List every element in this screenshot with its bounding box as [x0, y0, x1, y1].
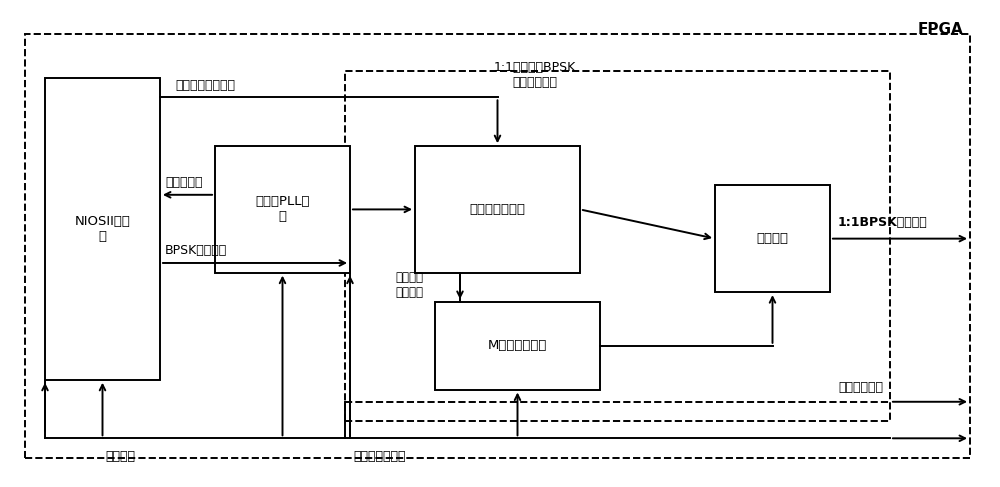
Text: NIOSII处理
器: NIOSII处理 器	[75, 215, 130, 243]
Bar	[215, 146, 350, 273]
Text: BPSK模块使能: BPSK模块使能	[165, 244, 227, 257]
Text: 正弦波产生模块: 正弦波产生模块	[470, 203, 526, 216]
Text: 正弦波最
高位脉冲: 正弦波最 高位脉冲	[395, 271, 423, 299]
Text: 1:1BPSK信号输出: 1:1BPSK信号输出	[838, 216, 928, 229]
Text: 正弦波频率控制字: 正弦波频率控制字	[175, 78, 235, 92]
Text: 时钟信号输出: 时钟信号输出	[838, 381, 883, 394]
Bar	[45, 78, 160, 380]
Text: M序列产生模块: M序列产生模块	[488, 339, 547, 352]
Bar	[25, 34, 970, 458]
Text: 锁相环PLL模
块: 锁相环PLL模 块	[255, 195, 310, 224]
Bar	[345, 71, 890, 421]
Text: 调制模块: 调制模块	[757, 232, 788, 245]
Text: 处理器时钟: 处理器时钟	[165, 176, 202, 189]
Bar	[435, 302, 600, 390]
Text: 1:1调制比的BPSK
信号产生模块: 1:1调制比的BPSK 信号产生模块	[494, 61, 576, 89]
Text: FPGA: FPGA	[917, 22, 963, 37]
Bar	[415, 146, 580, 273]
Bar	[715, 185, 830, 292]
Text: 复位信号: 复位信号	[105, 450, 135, 464]
Text: 外部晶时钟信号: 外部晶时钟信号	[354, 450, 406, 464]
